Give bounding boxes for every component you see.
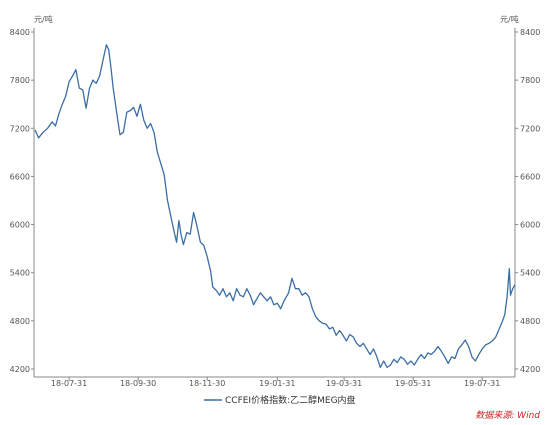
- legend-label: CCFEI价格指数:乙二醇MEG内盘: [225, 394, 356, 406]
- y-axis-unit-left: 元/吨: [34, 14, 53, 24]
- series-line-meg: [34, 44, 516, 369]
- x-tick-label: 18-09-30: [120, 379, 156, 388]
- legend: CCFEI价格指数:乙二醇MEG内盘: [204, 394, 356, 406]
- y-tick-label-right: 4200: [520, 365, 540, 374]
- x-tick-label: 19-03-31: [326, 379, 362, 388]
- y-tick-label-right: 7200: [520, 124, 540, 133]
- y-tick-label-right: 8400: [520, 28, 540, 37]
- y-tick-label-left: 7200: [10, 124, 30, 133]
- y-tick-label-left: 6600: [10, 172, 30, 181]
- y-tick-label-left: 4200: [10, 365, 30, 374]
- y-axis-right-ticks: 4200 4800 5400 6000 6600 7200 7800 8400: [515, 28, 540, 374]
- x-tick-label: 19-07-31: [464, 379, 500, 388]
- y-tick-label-right: 7800: [520, 76, 540, 85]
- y-tick-label-left: 6000: [10, 221, 30, 230]
- x-axis-ticks: 18-07-31 18-09-30 18-11-30 19-01-31 19-03-31…: [51, 377, 500, 388]
- y-tick-label-right: 6600: [520, 172, 540, 181]
- y-axis-left-ticks: 4200 4800 5400 6000 6600 7200 7800 8400: [10, 28, 34, 374]
- y-tick-label-right: 6000: [520, 221, 540, 230]
- y-tick-label-left: 7800: [10, 76, 30, 85]
- y-tick-label-right: 5400: [520, 269, 540, 278]
- y-tick-label-right: 4800: [520, 317, 540, 326]
- y-tick-label-left: 5400: [10, 269, 30, 278]
- y-tick-label-left: 4800: [10, 317, 30, 326]
- data-source-note: 数据来源: Wind: [475, 410, 540, 421]
- x-tick-label: 18-07-31: [51, 379, 87, 388]
- x-tick-label: 19-05-31: [395, 379, 431, 388]
- axes: [33, 28, 516, 378]
- y-axis-unit-right: 元/吨: [500, 14, 519, 24]
- y-tick-label-left: 8400: [10, 28, 30, 37]
- x-tick-label: 18-11-30: [189, 379, 225, 388]
- x-tick-label: 19-01-31: [259, 379, 295, 388]
